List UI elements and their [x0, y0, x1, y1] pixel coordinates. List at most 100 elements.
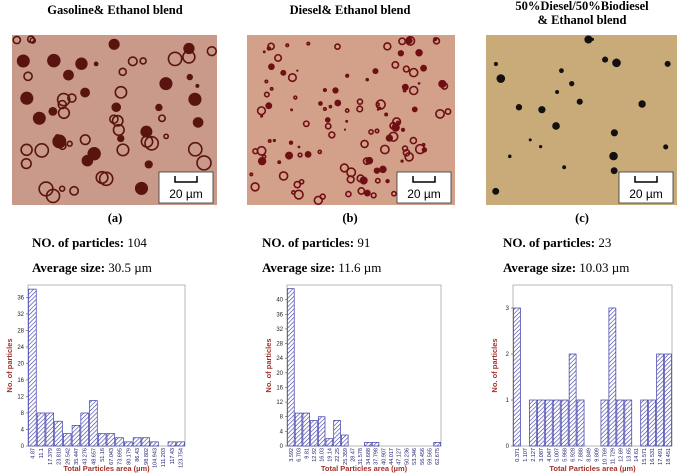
- particle: [444, 108, 452, 115]
- particle: [376, 108, 380, 111]
- x-tick-label: 10.769: [602, 448, 608, 465]
- particle: [379, 165, 387, 174]
- particle: [58, 141, 67, 151]
- bar: [576, 399, 585, 447]
- bar: [310, 420, 318, 447]
- y-tick-label: 0: [280, 444, 284, 450]
- particle: [293, 95, 298, 100]
- y-tick-label: 3: [506, 306, 510, 312]
- particle: [20, 143, 33, 157]
- y-tick-label: 20: [276, 371, 283, 377]
- particle: [155, 103, 163, 112]
- x-tick-label: 31.578: [358, 448, 364, 465]
- particle: [98, 171, 114, 187]
- panel-label: (b): [342, 211, 357, 225]
- particle: [290, 108, 294, 112]
- particle: [339, 163, 350, 173]
- particle: [79, 134, 91, 146]
- bar: [325, 438, 334, 447]
- bar: [150, 441, 159, 447]
- particle: [528, 138, 532, 142]
- bar: [371, 441, 380, 447]
- bar: [608, 307, 617, 447]
- particle: [590, 37, 595, 41]
- bar: [176, 441, 185, 447]
- particle: [402, 65, 410, 73]
- particle: [111, 114, 124, 127]
- particle: [139, 57, 147, 65]
- x-tick-label: 67.043: [109, 448, 115, 465]
- particle: [32, 111, 46, 125]
- x-tick-label: 40.907: [381, 448, 387, 465]
- particle: [54, 134, 61, 140]
- x-tick-label: 29.542: [65, 448, 71, 465]
- x-tick-label: 37.798: [374, 448, 380, 465]
- particle: [57, 106, 71, 120]
- particle: [250, 182, 260, 192]
- particle: [12, 35, 22, 45]
- particle: [602, 56, 609, 63]
- size-label: Average size:: [32, 260, 105, 275]
- size-label: Average size:: [503, 260, 576, 275]
- x-tick-label: 5.968: [563, 448, 569, 462]
- panel-title: & Ethanol blend: [538, 13, 627, 27]
- bar: [36, 412, 46, 447]
- particle: [144, 135, 160, 151]
- x-tick-label: 104.943: [152, 448, 158, 468]
- x-tick-label: 9.81: [304, 448, 310, 459]
- particle: [400, 127, 406, 132]
- particle: [318, 101, 323, 106]
- x-tick-label: 123.754: [179, 448, 185, 468]
- plot-frame: [27, 284, 186, 447]
- particle: [576, 98, 583, 105]
- y-tick-label: 32: [17, 312, 24, 318]
- x-tick-label: 17.379: [48, 448, 54, 465]
- y-tick-label: 24: [17, 345, 24, 351]
- particle: [159, 77, 173, 91]
- particle: [158, 114, 166, 123]
- bar: [529, 399, 537, 447]
- particle: [384, 112, 389, 117]
- y-axis-label: No. of particles: [5, 338, 14, 392]
- particle: [569, 81, 575, 87]
- particles-stat: NO. of particles: 91: [262, 235, 370, 250]
- x-tick-label: 62.675: [435, 448, 441, 465]
- particle: [515, 104, 523, 111]
- x-tick-label: 0.371: [515, 448, 521, 462]
- x-tick-label: 28.47: [350, 448, 356, 462]
- particle: [417, 82, 421, 85]
- particle: [75, 57, 88, 70]
- x-tick-label: 25.359: [343, 448, 349, 465]
- x-tick-label: 6.928: [571, 448, 577, 462]
- particle: [374, 128, 380, 134]
- particle: [317, 149, 323, 155]
- particle: [435, 108, 445, 119]
- y-tick-label: 16: [276, 385, 283, 391]
- scale-bar-label: 20 µm: [407, 187, 441, 201]
- particle: [363, 189, 371, 197]
- x-tick-label: 56.456: [420, 448, 426, 465]
- particle: [408, 85, 419, 96]
- particle: [391, 123, 400, 132]
- particle: [277, 160, 282, 165]
- panel-title: Gasoline& Ethanol blend: [47, 3, 182, 17]
- particle: [58, 185, 66, 192]
- particle: [313, 195, 324, 206]
- particle: [379, 144, 390, 155]
- particle: [324, 122, 332, 130]
- x-axis-label: Total Particles area (µm): [321, 464, 408, 473]
- particle: [63, 69, 74, 81]
- x-axis-label: Total Particles area (µm): [63, 464, 150, 473]
- particle: [302, 120, 310, 128]
- particle: [95, 170, 109, 185]
- particle: [256, 145, 267, 156]
- particles-value: 91: [357, 235, 370, 250]
- particle: [304, 150, 312, 158]
- bar: [167, 441, 177, 447]
- particle: [293, 180, 302, 189]
- particle: [385, 134, 393, 142]
- x-tick-label: 16.531: [650, 448, 656, 465]
- particle: [265, 102, 273, 110]
- scale-bar-box: [618, 171, 674, 204]
